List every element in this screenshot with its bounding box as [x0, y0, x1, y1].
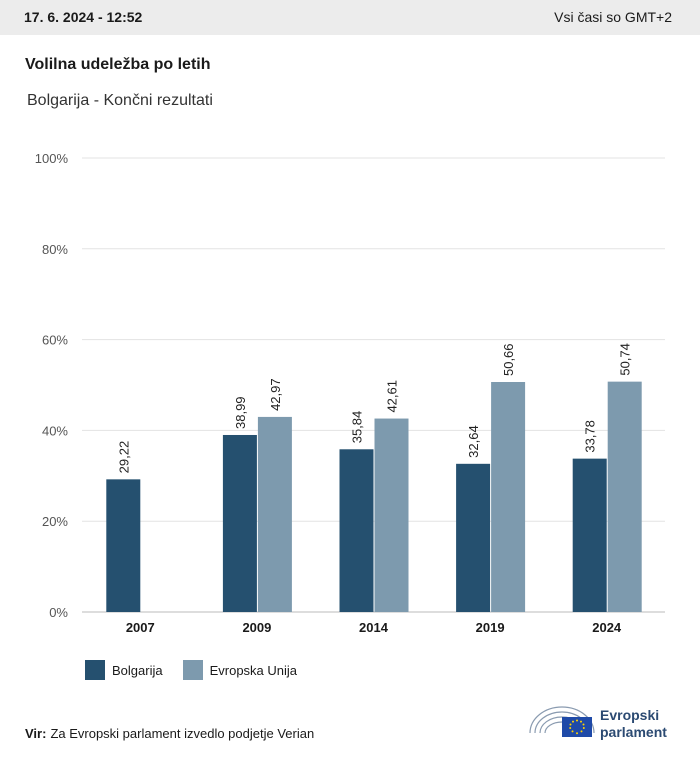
legend-item-bolgarija: Bolgarija — [85, 660, 163, 680]
source-note: Vir: Za Evropski parlament izvedlo podjet… — [25, 726, 314, 741]
bar — [222, 434, 257, 612]
turnout-bar-chart: 0% 20% 40% 60% 80% 100% 29,22 2007 38,99 42,97 200… — [35, 151, 665, 635]
data-label: 38,99 — [233, 396, 248, 429]
x-tick-label: 2009 — [242, 620, 271, 635]
bar — [491, 382, 526, 612]
x-tick-label: 2007 — [126, 620, 155, 635]
legend-label-bolgarija: Bolgarija — [112, 662, 163, 678]
data-label: 50,74 — [618, 343, 633, 376]
source-text: Za Evropski parlament izvedlo podjetje V… — [50, 726, 315, 741]
y-tick-label: 80% — [42, 242, 68, 257]
bar — [456, 463, 491, 612]
x-tick-label: 2014 — [359, 620, 389, 635]
timezone-note: Vsi časi so GMT+2 — [554, 9, 672, 25]
hemicycle-flag-icon — [529, 706, 595, 737]
legend-label-eu: Evropska Unija — [209, 662, 298, 678]
bar — [339, 449, 374, 612]
data-label: 33,78 — [583, 420, 598, 453]
top-bar: 17. 6. 2024 - 12:52 Vsi časi so GMT+2 — [0, 0, 700, 35]
y-tick-label: 100% — [35, 151, 69, 166]
y-tick-label: 20% — [42, 514, 68, 529]
data-label: 42,61 — [385, 380, 400, 413]
logo-line-2: parlament — [600, 724, 667, 740]
ep-logo: Evropski parlament — [528, 703, 688, 743]
timestamp: 17. 6. 2024 - 12:52 — [24, 9, 143, 25]
legend-swatch-bolgarija — [85, 660, 105, 680]
logo-line-1: Evropski — [600, 707, 660, 723]
bar — [106, 479, 141, 612]
logo-text: Evropski parlament — [600, 707, 667, 741]
data-label: 35,84 — [350, 411, 365, 444]
x-tick-label: 2024 — [592, 620, 622, 635]
bar — [607, 381, 642, 612]
x-tick-label: 2019 — [476, 620, 505, 635]
data-label: 29,22 — [116, 441, 131, 474]
bar — [257, 416, 292, 612]
bar — [572, 458, 607, 612]
legend-item-eu: Evropska Unija — [182, 660, 298, 680]
chart-subtitle: Bolgarija - Končni rezultati — [27, 92, 213, 109]
chart-legend: Bolgarija Evropska Unija — [85, 660, 317, 680]
y-tick-label: 60% — [42, 333, 68, 348]
data-label: 32,64 — [466, 425, 481, 458]
y-tick-label: 0% — [49, 605, 68, 620]
bar — [374, 418, 409, 612]
data-label: 50,66 — [501, 343, 516, 376]
source-label: Vir: — [25, 726, 47, 741]
y-tick-label: 40% — [42, 423, 68, 438]
data-label: 42,97 — [268, 378, 283, 411]
legend-swatch-eu — [182, 660, 203, 680]
chart-title: Volilna udeležba po letih — [25, 56, 211, 73]
